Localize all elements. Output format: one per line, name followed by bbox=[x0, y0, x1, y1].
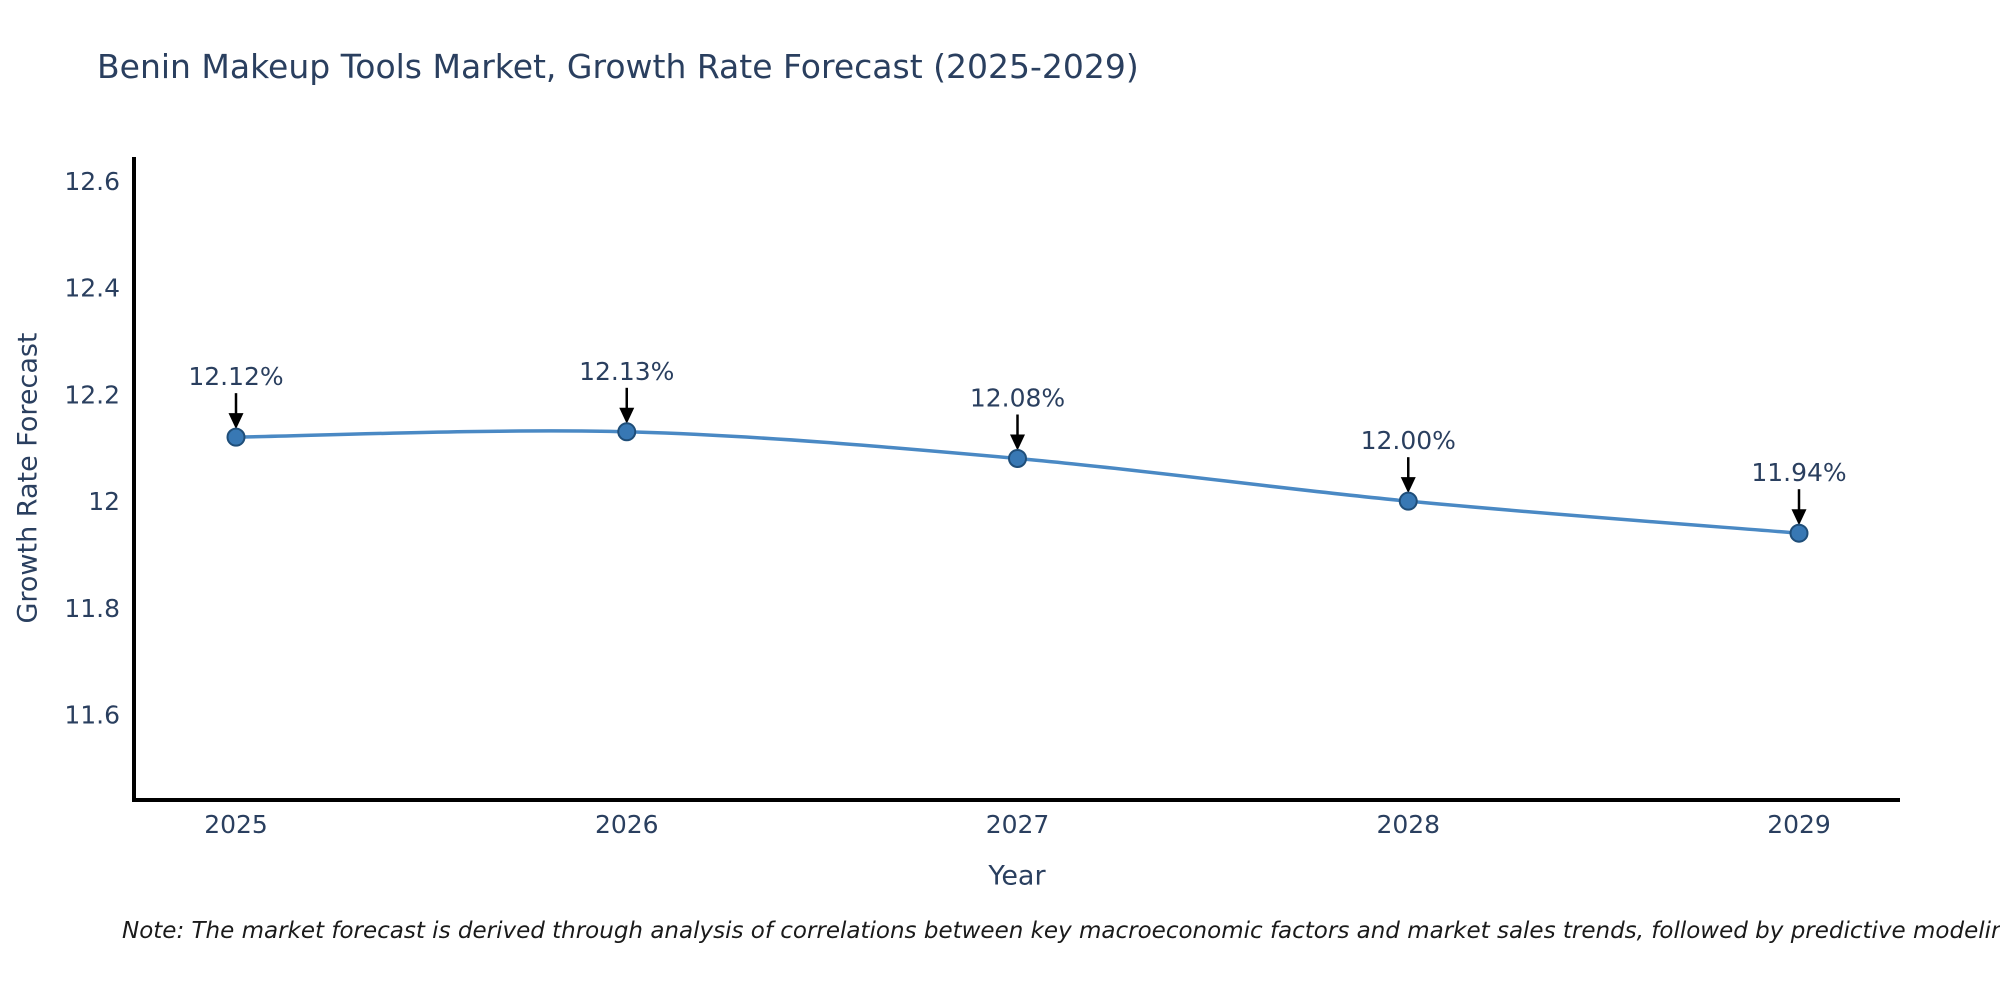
data-point-label: 11.94% bbox=[1751, 458, 1846, 487]
data-point-label: 12.12% bbox=[188, 362, 283, 391]
annotation-arrow-head bbox=[1010, 434, 1025, 451]
x-axis-title: Year bbox=[988, 860, 1046, 892]
y-axis-title: Growth Rate Forecast bbox=[12, 332, 44, 624]
data-point-marker bbox=[1398, 491, 1418, 511]
data-point-marker bbox=[617, 422, 637, 442]
data-point-label: 12.13% bbox=[579, 357, 674, 386]
data-point-marker bbox=[1008, 448, 1027, 468]
x-tick-label: 2026 bbox=[595, 810, 659, 839]
annotation-arrow-head bbox=[1400, 477, 1416, 494]
data-point-marker bbox=[1789, 523, 1809, 543]
y-tick-label: 12.4 bbox=[64, 274, 120, 303]
y-tick-label: 12.2 bbox=[64, 380, 120, 409]
y-tick-label: 11.6 bbox=[64, 701, 120, 730]
data-point-marker bbox=[226, 427, 246, 447]
chart-title: Benin Makeup Tools Market, Growth Rate F… bbox=[97, 47, 1139, 86]
y-tick-label: 11.8 bbox=[64, 594, 120, 623]
y-tick-label: 12 bbox=[88, 487, 120, 516]
data-point-label: 12.00% bbox=[1361, 426, 1456, 455]
annotation-arrow-head bbox=[619, 407, 635, 424]
x-tick-label: 2028 bbox=[1376, 810, 1440, 839]
annotation-arrow-head bbox=[1791, 509, 1807, 526]
annotation-arrow-head bbox=[228, 413, 244, 430]
x-tick-label: 2025 bbox=[204, 810, 268, 839]
x-tick-label: 2027 bbox=[986, 810, 1050, 839]
footnote: Note: The market forecast is derived thr… bbox=[122, 918, 2000, 944]
x-tick-label: 2029 bbox=[1767, 810, 1831, 839]
y-tick-label: 12.6 bbox=[64, 167, 120, 196]
data-point-label: 12.08% bbox=[970, 383, 1065, 412]
